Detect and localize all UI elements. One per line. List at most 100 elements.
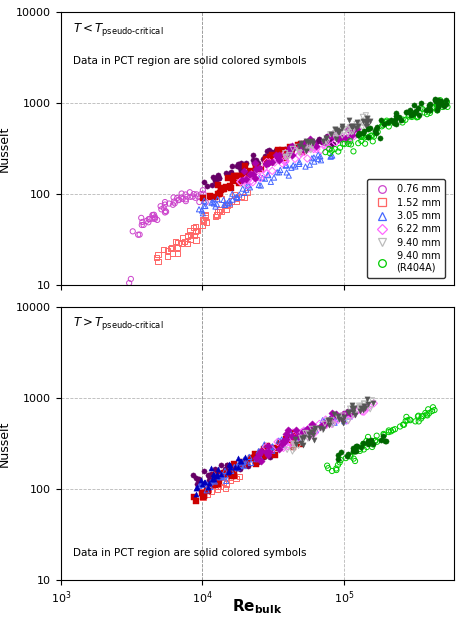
Point — [274, 145, 281, 155]
Point — [231, 462, 238, 471]
Point — [322, 418, 329, 428]
Point — [287, 148, 295, 158]
Point — [299, 141, 306, 151]
Point — [203, 485, 211, 495]
Point — [227, 476, 234, 486]
Point — [343, 130, 351, 140]
Point — [322, 415, 329, 424]
Point — [357, 405, 364, 415]
Point — [225, 466, 233, 476]
Point — [300, 426, 307, 436]
Point — [433, 101, 441, 110]
Point — [337, 128, 344, 138]
Point — [406, 105, 414, 115]
Point — [431, 102, 438, 112]
Point — [312, 143, 319, 152]
Point — [208, 180, 216, 190]
Point — [335, 147, 342, 157]
Point — [210, 479, 217, 489]
Point — [424, 410, 431, 420]
Point — [356, 407, 363, 416]
Point — [175, 195, 183, 205]
Point — [338, 415, 345, 424]
Point — [322, 147, 329, 157]
Point — [392, 108, 400, 118]
Point — [266, 452, 273, 462]
Point — [284, 445, 291, 455]
Point — [311, 423, 319, 433]
Point — [253, 457, 260, 466]
Point — [242, 175, 249, 184]
Point — [281, 436, 289, 446]
Point — [366, 438, 373, 448]
Point — [139, 217, 146, 227]
Point — [356, 446, 364, 456]
Point — [211, 175, 219, 185]
Point — [331, 418, 338, 428]
Point — [406, 415, 413, 424]
Point — [224, 469, 232, 479]
Point — [432, 96, 440, 106]
Point — [341, 416, 348, 426]
Point — [353, 125, 361, 135]
Point — [332, 410, 340, 420]
Point — [295, 433, 303, 443]
Point — [349, 443, 357, 453]
Point — [325, 416, 333, 426]
Point — [176, 194, 183, 204]
Point — [210, 479, 218, 489]
Point — [358, 130, 366, 139]
Point — [414, 412, 422, 421]
Point — [267, 442, 275, 452]
Point — [358, 401, 365, 411]
Point — [261, 174, 269, 184]
Point — [414, 104, 422, 114]
Point — [353, 442, 361, 452]
Point — [211, 192, 219, 202]
Point — [394, 112, 401, 122]
Point — [285, 145, 292, 155]
Point — [218, 206, 225, 216]
Point — [233, 161, 241, 171]
Point — [281, 147, 288, 157]
Point — [359, 112, 366, 122]
Point — [244, 180, 251, 189]
Point — [324, 139, 332, 149]
Point — [288, 163, 295, 173]
Point — [230, 176, 237, 186]
Point — [238, 160, 246, 170]
Point — [292, 439, 300, 449]
Point — [281, 157, 289, 167]
Point — [405, 110, 413, 120]
Point — [326, 413, 334, 423]
Point — [309, 138, 316, 148]
Point — [363, 442, 371, 452]
Point — [212, 177, 219, 187]
Legend: 0.76 mm, 1.52 mm, 3.05 mm, 6.22 mm, 9.40 mm, 9.40 mm
(R404A): 0.76 mm, 1.52 mm, 3.05 mm, 6.22 mm, 9.40… — [367, 180, 445, 278]
Point — [205, 482, 212, 492]
Point — [355, 403, 363, 413]
Point — [367, 131, 374, 141]
Point — [344, 125, 351, 135]
Point — [200, 189, 207, 199]
Point — [238, 166, 245, 176]
Point — [241, 170, 249, 180]
Point — [154, 257, 162, 267]
Point — [296, 141, 303, 151]
Point — [411, 100, 418, 110]
Point — [343, 407, 351, 417]
Point — [345, 416, 352, 426]
Point — [305, 144, 313, 154]
Point — [246, 167, 254, 176]
Point — [232, 473, 240, 483]
Point — [319, 425, 327, 435]
Point — [366, 123, 373, 133]
Point — [338, 131, 346, 141]
Point — [339, 418, 346, 428]
Point — [390, 118, 398, 128]
Point — [255, 446, 263, 456]
Point — [327, 417, 334, 427]
Point — [359, 438, 366, 448]
Point — [299, 433, 306, 443]
Point — [264, 159, 271, 168]
